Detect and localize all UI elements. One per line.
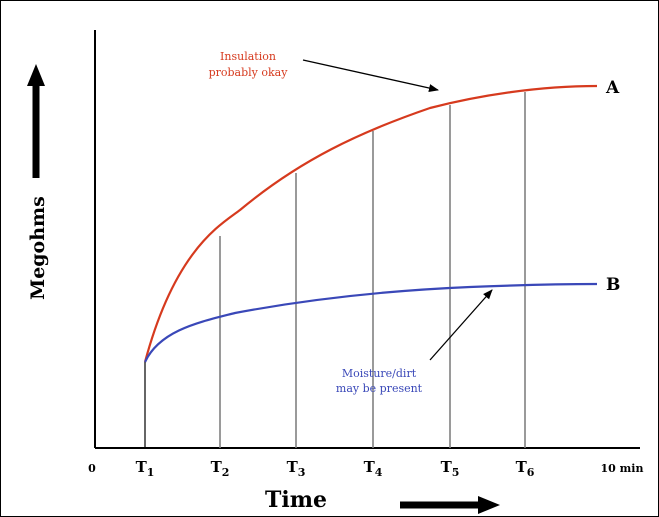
- x-tick-label: T6: [516, 458, 535, 479]
- x-tick-label: 10 min: [601, 462, 644, 475]
- y-axis-label: Megohms: [27, 196, 49, 300]
- annotation-b-line-1: Moisture/dirt: [342, 367, 417, 380]
- x-tick-label: T2: [211, 458, 230, 479]
- annotation-a-line-2: probably okay: [209, 66, 289, 79]
- x-axis-arrow-head: [478, 496, 500, 514]
- y-axis-arrow-head: [27, 64, 45, 86]
- x-tick-labels: 0 T1 T2 T3 T4 T5 T6 10 min: [88, 458, 643, 479]
- series-b-line: [144, 282, 598, 363]
- annotation-a-line-1: Insulation: [220, 50, 276, 63]
- x-tick-label: T3: [287, 458, 306, 479]
- series-a-line: [143, 84, 598, 363]
- x-tick-label: 0: [88, 462, 96, 475]
- series-a-label: A: [605, 78, 620, 98]
- annotation-b-line-2: may be present: [336, 382, 423, 395]
- x-tick-label: T4: [364, 458, 383, 479]
- time-guides: [144, 92, 526, 448]
- annotation-a-arrow: [302, 59, 439, 92]
- x-tick-label: T5: [441, 458, 460, 479]
- series-b-label: B: [606, 275, 620, 295]
- x-tick-label: T1: [136, 458, 155, 479]
- annotation-b-arrow: [429, 289, 493, 361]
- x-axis-label: Time: [265, 487, 327, 513]
